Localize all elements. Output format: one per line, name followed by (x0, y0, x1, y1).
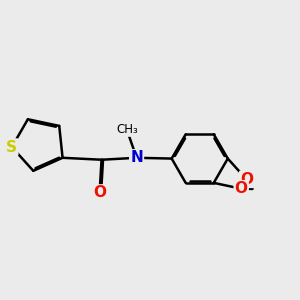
Text: N: N (130, 150, 143, 165)
Text: S: S (6, 140, 17, 154)
Text: CH₃: CH₃ (116, 123, 138, 136)
Text: O: O (235, 181, 248, 196)
Text: O: O (240, 172, 253, 187)
Text: O: O (93, 185, 106, 200)
